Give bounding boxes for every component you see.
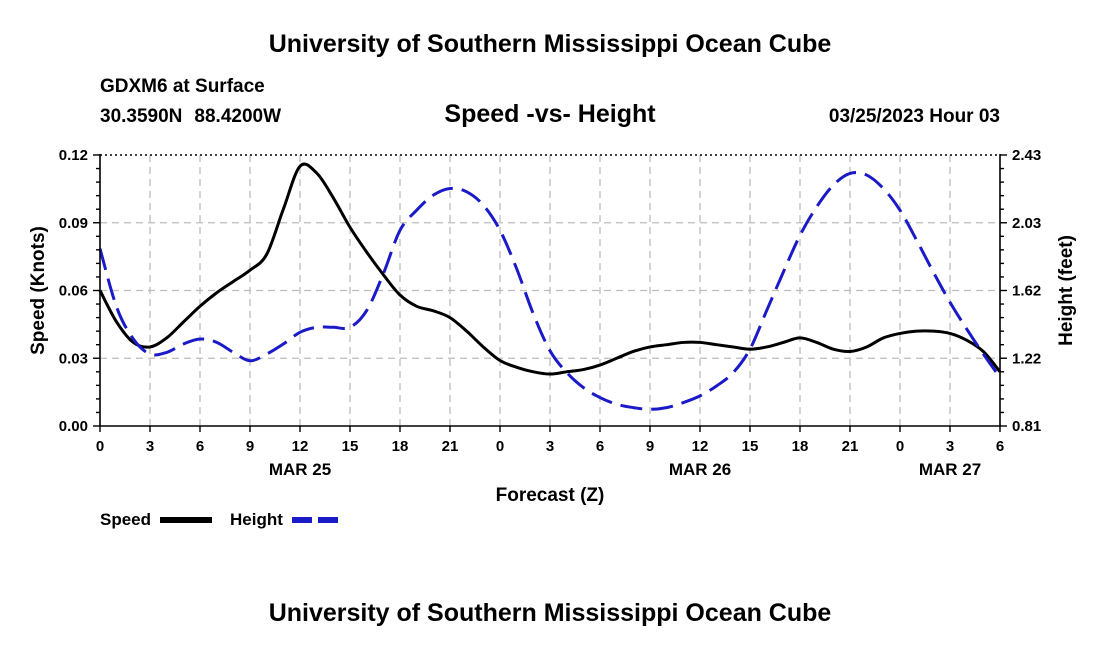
x-tick-label: 15: [742, 438, 759, 455]
y-right-tick-label: 1.22: [1012, 350, 1041, 367]
legend-label-speed: Speed: [100, 510, 151, 529]
y-right-tick-label: 2.43: [1012, 147, 1041, 164]
y-left-tick-label: 0.09: [59, 215, 88, 232]
y-right-tick-label: 0.81: [1012, 418, 1041, 435]
grid: [100, 155, 1000, 426]
x-tick-label: 0: [896, 438, 904, 455]
forecast-datetime: 03/25/2023 Hour 03: [828, 106, 1000, 127]
date-label: MAR 26: [669, 460, 731, 479]
y-right-tick-label: 2.03: [1012, 215, 1041, 232]
height-series-line: [98, 171, 1002, 411]
x-tick-label: 21: [842, 438, 859, 455]
x-tick-label: 12: [292, 438, 309, 455]
axes: 0.00 0.03 0.06 0.09 0.12 0.81 1.22 1.62 2.03 2.43…: [28, 147, 1077, 506]
x-tick-label: 0: [96, 438, 104, 455]
latitude: 30.3590N: [100, 106, 183, 127]
y-left-tick-label: 0.06: [59, 283, 88, 300]
y-right-axis-title: Height (feet): [1056, 235, 1077, 346]
x-tick-label: 3: [946, 438, 954, 455]
series-layer: [98, 162, 1002, 411]
y-right-tick-label: 1.62: [1012, 283, 1041, 300]
footer-title: University of Southern Mississippi Ocean…: [268, 599, 832, 627]
chart-title: University of Southern Mississippi Ocean…: [268, 30, 832, 58]
x-tick-label: 3: [146, 438, 154, 455]
x-tick-label: 6: [596, 438, 604, 455]
x-tick-label: 6: [196, 438, 204, 455]
x-tick-label: 12: [692, 438, 709, 455]
coordinates: 30.3590N 88.4200W: [100, 106, 281, 128]
y-left-tick-label: 0.12: [59, 147, 88, 164]
legend: Speed Height: [100, 510, 344, 529]
date-label: MAR 25: [269, 460, 331, 479]
longitude: 88.4200W: [194, 106, 282, 127]
date-label: MAR 27: [919, 460, 981, 479]
x-tick-label: 18: [392, 438, 409, 455]
legend-label-height: Height: [230, 510, 283, 529]
x-tick-label: 6: [996, 438, 1004, 455]
x-tick-label: 9: [246, 438, 254, 455]
x-tick-label: 9: [646, 438, 654, 455]
chart-subtitle: Speed -vs- Height: [444, 100, 656, 128]
x-axis-title: Forecast (Z): [496, 485, 605, 506]
x-tick-label: 21: [442, 438, 459, 455]
station-label: GDXM6 at Surface: [100, 76, 265, 97]
y-left-tick-label: 0.03: [59, 350, 88, 367]
y-left-axis-title: Speed (Knots): [28, 226, 49, 355]
x-tick-label: 18: [792, 438, 809, 455]
speed-series-line: [98, 162, 1002, 376]
x-tick-label: 0: [496, 438, 504, 455]
y-left-tick-label: 0.00: [59, 418, 88, 435]
x-tick-label: 15: [342, 438, 359, 455]
x-tick-label: 3: [546, 438, 554, 455]
